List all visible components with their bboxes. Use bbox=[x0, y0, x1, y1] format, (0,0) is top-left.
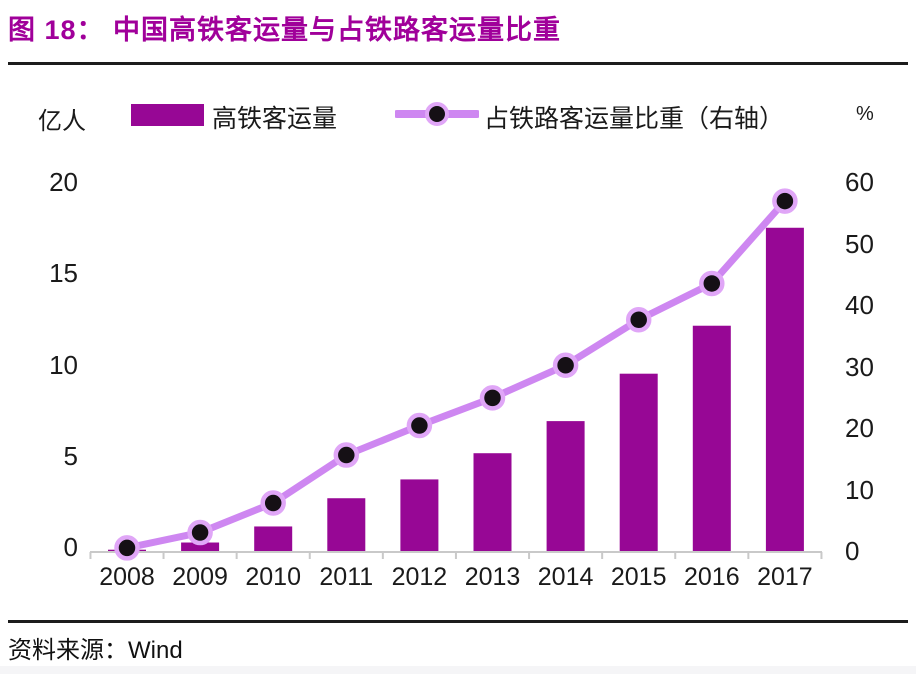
ratio-point-2009 bbox=[187, 519, 213, 546]
x-axis-label-2013: 2013 bbox=[464, 563, 521, 591]
ratio-point-2015 bbox=[625, 307, 652, 333]
footer-band bbox=[0, 666, 916, 674]
title-divider bbox=[8, 62, 908, 65]
legend-bar-swatch bbox=[131, 104, 204, 126]
x-axis-label-2010: 2010 bbox=[245, 563, 301, 591]
footer-divider bbox=[8, 620, 908, 623]
bar-2012 bbox=[400, 479, 439, 551]
x-axis-label-2009: 2009 bbox=[172, 563, 228, 591]
bar-2010 bbox=[254, 526, 293, 551]
x-axis-label-2016: 2016 bbox=[683, 563, 740, 591]
y-axis-right-label-20: 20 bbox=[845, 413, 874, 443]
ratio-point-2012 bbox=[406, 412, 433, 439]
ratio-point-2017 bbox=[772, 188, 798, 214]
y-axis-right-label-10: 10 bbox=[845, 474, 874, 505]
y-axis-right-label-40: 40 bbox=[845, 290, 874, 320]
ratio-point-2014 bbox=[552, 352, 579, 379]
bar-2009 bbox=[181, 542, 220, 551]
left-axis-unit-label: 亿人 bbox=[38, 108, 86, 135]
bar-2015 bbox=[619, 373, 658, 551]
legend-line-label: 占铁路客运量比重（右轴） bbox=[484, 105, 785, 133]
ratio-point-2008 bbox=[114, 535, 140, 561]
bar-2017 bbox=[765, 227, 804, 552]
y-axis-right-label-0: 0 bbox=[845, 536, 860, 566]
legend-dot-icon bbox=[425, 102, 449, 126]
ratio-line bbox=[123, 197, 789, 552]
y-axis-left-label-10: 10 bbox=[49, 349, 78, 380]
ratio-point-2010 bbox=[260, 490, 286, 516]
bar-2014 bbox=[546, 421, 585, 551]
ratio-point-2013 bbox=[479, 385, 506, 411]
bar-2011 bbox=[327, 498, 366, 551]
legend-bar-label: 高铁客运量 bbox=[212, 105, 338, 133]
x-axis-label-2008: 2008 bbox=[99, 563, 155, 591]
x-axis-label-2012: 2012 bbox=[391, 563, 448, 591]
y-axis-left-label-20: 20 bbox=[49, 167, 78, 197]
x-axis-label-2011: 2011 bbox=[319, 563, 374, 591]
right-axis-unit-label: % bbox=[856, 103, 874, 125]
plot-area bbox=[89, 188, 823, 561]
y-axis-left-label-0: 0 bbox=[63, 532, 78, 562]
legend-line-swatch bbox=[395, 102, 479, 126]
y-axis-right-label-60: 60 bbox=[845, 167, 874, 197]
figure-title: 图 18： 中国高铁客运量与占铁路客运量比重 bbox=[8, 15, 562, 45]
x-axis-label-2015: 2015 bbox=[610, 563, 667, 591]
y-axis-left-label-5: 5 bbox=[63, 440, 78, 471]
y-axis-right-label-30: 30 bbox=[845, 351, 874, 382]
ratio-point-2016 bbox=[699, 270, 725, 297]
bar-2013 bbox=[473, 453, 512, 551]
ratio-point-2011 bbox=[333, 442, 360, 468]
bar-2016 bbox=[692, 325, 731, 551]
y-axis-left-label-15: 15 bbox=[49, 258, 78, 289]
y-axis-right-label-50: 50 bbox=[845, 228, 874, 259]
source-note: 资料来源：Wind bbox=[8, 637, 183, 664]
x-axis-label-2017: 2017 bbox=[757, 563, 813, 591]
x-axis-label-2014: 2014 bbox=[537, 563, 594, 591]
